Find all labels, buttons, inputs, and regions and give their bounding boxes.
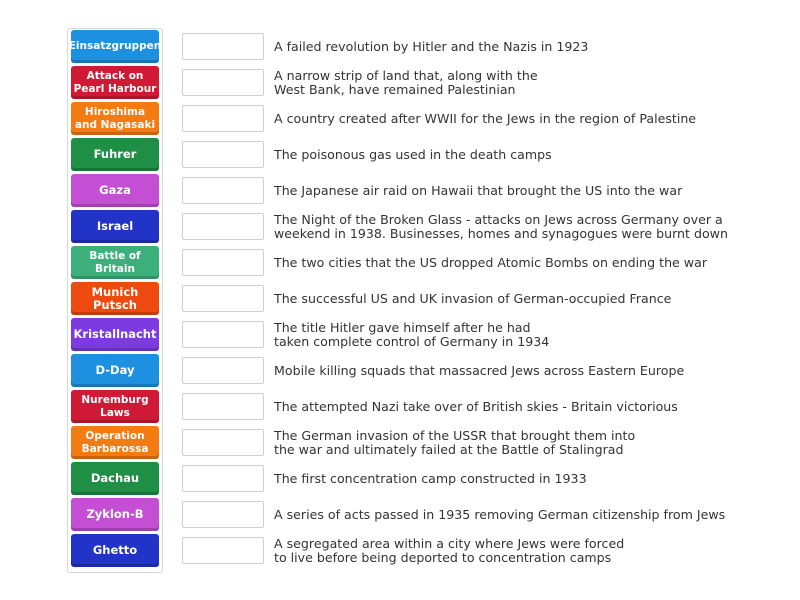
answer-tile[interactable]: Operation Barbarossa	[71, 426, 159, 459]
answer-tile[interactable]: Ghetto	[71, 534, 159, 567]
clue-line: The two cities that the US dropped Atomi…	[274, 254, 708, 270]
drop-slot[interactable]	[182, 141, 264, 168]
clue-line: The attempted Nazi take over of British …	[274, 398, 678, 414]
clue-line: The German invasion of the USSR that bro…	[274, 427, 636, 443]
drop-slot[interactable]	[182, 357, 264, 384]
clue-text: The Japanese air raid on Hawaii that bro…	[274, 174, 682, 207]
clue-line: taken complete control of Germany in 193…	[274, 333, 550, 349]
clue-text: The two cities that the US dropped Atomi…	[274, 246, 707, 279]
clue-text: The German invasion of the USSR that bro…	[274, 426, 635, 459]
drop-slot[interactable]	[182, 393, 264, 420]
answer-tile[interactable]: D-Day	[71, 354, 159, 387]
clue-text: A series of acts passed in 1935 removing…	[274, 498, 725, 531]
drop-slot[interactable]	[182, 429, 264, 456]
drop-slot[interactable]	[182, 213, 264, 240]
drop-slot[interactable]	[182, 69, 264, 96]
clue-line: The Japanese air raid on Hawaii that bro…	[274, 182, 683, 198]
clue-line: The successful US and UK invasion of Ger…	[274, 290, 672, 306]
clue-line: Mobile killing squads that massacred Jew…	[274, 362, 685, 378]
clue-line: the war and ultimately failed at the Bat…	[274, 441, 624, 457]
clue-line: A failed revolution by Hitler and the Na…	[274, 38, 589, 54]
clue-line: The Night of the Broken Glass - attacks …	[274, 211, 723, 227]
answer-tile[interactable]: Kristallnacht	[71, 318, 159, 351]
drop-slot[interactable]	[182, 501, 264, 528]
drop-slot[interactable]	[182, 177, 264, 204]
drop-slot[interactable]	[182, 465, 264, 492]
answer-tile[interactable]: Gaza	[71, 174, 159, 207]
clue-line: The first concentration camp constructed…	[274, 470, 587, 486]
drop-slot[interactable]	[182, 105, 264, 132]
clue-text: Mobile killing squads that massacred Jew…	[274, 354, 684, 387]
drop-slot[interactable]	[182, 249, 264, 276]
clue-text: The attempted Nazi take over of British …	[274, 390, 678, 423]
clue-text: The poisonous gas used in the death camp…	[274, 138, 552, 171]
clue-line: The poisonous gas used in the death camp…	[274, 146, 552, 162]
answer-tile[interactable]: Fuhrer	[71, 138, 159, 171]
clue-line: A country created after WWII for the Jew…	[274, 110, 697, 126]
answer-tile[interactable]: Dachau	[71, 462, 159, 495]
answer-tile[interactable]: Zyklon-B	[71, 498, 159, 531]
clue-text: The first concentration camp constructed…	[274, 462, 587, 495]
clue-text: A country created after WWII for the Jew…	[274, 102, 696, 135]
answer-tile[interactable]: Attack on Pearl Harbour	[71, 66, 159, 99]
drop-slot[interactable]	[182, 537, 264, 564]
clue-line: A segregated area within a city where Je…	[274, 535, 625, 551]
clue-line: The title Hitler gave himself after he h…	[274, 319, 531, 335]
drop-slot[interactable]	[182, 321, 264, 348]
clue-text: A segregated area within a city where Je…	[274, 534, 624, 567]
clue-line: to live before being deported to concent…	[274, 549, 612, 565]
clue-line: A narrow strip of land that, along with …	[274, 67, 538, 83]
clue-line: West Bank, have remained Palestinian	[274, 81, 516, 97]
answer-tile[interactable]: Battle of Britain	[71, 246, 159, 279]
clue-text: A failed revolution by Hitler and the Na…	[274, 30, 588, 63]
answer-tile[interactable]: Nuremburg Laws	[71, 390, 159, 423]
drop-slot[interactable]	[182, 33, 264, 60]
answer-tile[interactable]: Israel	[71, 210, 159, 243]
answer-tile[interactable]: Einsatzgruppen	[69, 30, 161, 63]
answer-tile[interactable]: Munich Putsch	[71, 282, 159, 315]
clue-line: weekend in 1938. Businesses, homes and s…	[274, 225, 728, 241]
clue-text: The title Hitler gave himself after he h…	[274, 318, 549, 351]
clue-text: The successful US and UK invasion of Ger…	[274, 282, 671, 315]
drop-slot[interactable]	[182, 285, 264, 312]
clue-line: A series of acts passed in 1935 removing…	[274, 506, 726, 522]
answer-tile[interactable]: Hiroshima and Nagasaki	[71, 102, 159, 135]
clue-text: The Night of the Broken Glass - attacks …	[274, 210, 728, 243]
clue-text: A narrow strip of land that, along with …	[274, 66, 538, 99]
